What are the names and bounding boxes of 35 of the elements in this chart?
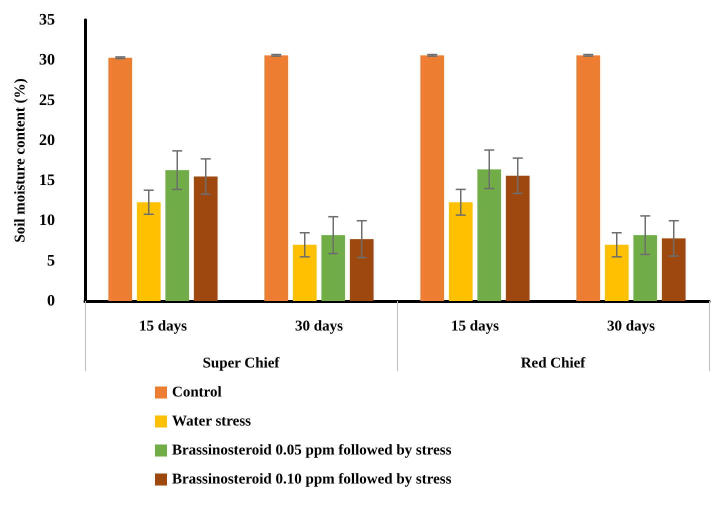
bar <box>506 176 530 301</box>
bar <box>350 239 374 301</box>
bar <box>477 169 502 301</box>
y-tick-label: 20 <box>39 132 55 149</box>
bar <box>420 55 444 301</box>
bar <box>448 202 473 301</box>
y-tick-label: 30 <box>39 52 55 69</box>
x-tick-label: 15 days <box>139 318 188 334</box>
legend-label: Brassinosteroid 0.05 ppm followed by stress <box>172 442 452 458</box>
bar <box>194 176 218 301</box>
x-tick-label: 30 days <box>607 318 656 334</box>
y-tick-label: 25 <box>39 92 55 109</box>
bar <box>264 55 288 301</box>
y-tick-label: 35 <box>39 12 55 28</box>
x-tick-label: 15 days <box>451 318 500 334</box>
text: Red Chief <box>520 356 586 372</box>
bar <box>321 235 346 301</box>
bar <box>576 55 600 301</box>
y-tick-label: 0 <box>47 292 55 310</box>
bar <box>108 58 132 301</box>
y-tick-label: 5 <box>47 252 55 270</box>
bar <box>136 202 161 301</box>
bar <box>604 244 629 301</box>
y-tick-label: 15 <box>39 172 55 190</box>
legend-label: Water stress <box>172 414 252 430</box>
bar <box>165 170 190 301</box>
y-axis-title: Soil moisture content (%) <box>12 78 29 243</box>
text: Super Chief <box>202 356 280 372</box>
bar <box>662 238 686 301</box>
y-tick-label: 10 <box>39 212 55 230</box>
bar <box>292 244 317 301</box>
bar <box>633 235 658 301</box>
legend-label: Control <box>172 384 222 400</box>
x-tick-label: 30 days <box>295 318 344 334</box>
legend-label: Brassinosteroid 0.10 ppm followed by stress <box>172 472 452 488</box>
